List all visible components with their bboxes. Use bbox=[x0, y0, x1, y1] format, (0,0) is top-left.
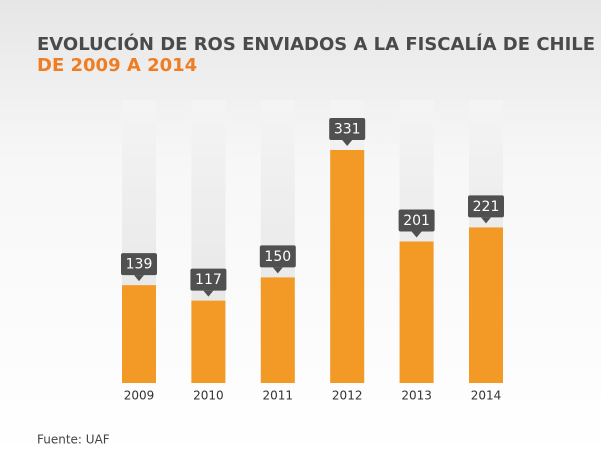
x-tick-label: 2012 bbox=[332, 389, 363, 403]
x-tick-label: 2009 bbox=[124, 389, 155, 403]
value-box bbox=[468, 195, 504, 218]
chart-subtitle: DE 2009 A 2014 bbox=[37, 55, 197, 76]
bar bbox=[191, 300, 226, 383]
bar bbox=[122, 285, 156, 383]
value-pointer bbox=[272, 267, 283, 274]
bar bbox=[330, 150, 365, 383]
value-box bbox=[398, 209, 435, 232]
value-pointer bbox=[134, 275, 144, 282]
chart-title: EVOLUCIÓN DE ROS ENVIADOS A LA FISCALÍA … bbox=[37, 33, 595, 55]
value-box bbox=[329, 118, 366, 140]
value-box bbox=[121, 253, 157, 276]
value-pointer bbox=[203, 290, 214, 297]
data-label: 150 bbox=[264, 249, 291, 265]
data-label: 221 bbox=[473, 199, 500, 215]
bar bbox=[469, 227, 503, 383]
data-label: 117 bbox=[195, 272, 222, 288]
value-pointer bbox=[481, 217, 491, 224]
value-box bbox=[259, 245, 296, 268]
data-label: 139 bbox=[126, 257, 153, 273]
x-tick-label: 2014 bbox=[471, 389, 502, 403]
bar bbox=[260, 277, 295, 383]
bar bbox=[399, 241, 434, 383]
value-box bbox=[190, 268, 227, 291]
value-pointer bbox=[411, 231, 422, 238]
value-pointer bbox=[342, 140, 353, 146]
source: Fuente: UAF bbox=[37, 433, 110, 447]
x-tick-label: 2011 bbox=[263, 389, 294, 403]
x-tick-label: 2013 bbox=[401, 389, 432, 403]
data-label: 331 bbox=[334, 122, 361, 138]
x-tick-label: 2010 bbox=[193, 389, 224, 403]
data-label: 201 bbox=[403, 213, 430, 229]
